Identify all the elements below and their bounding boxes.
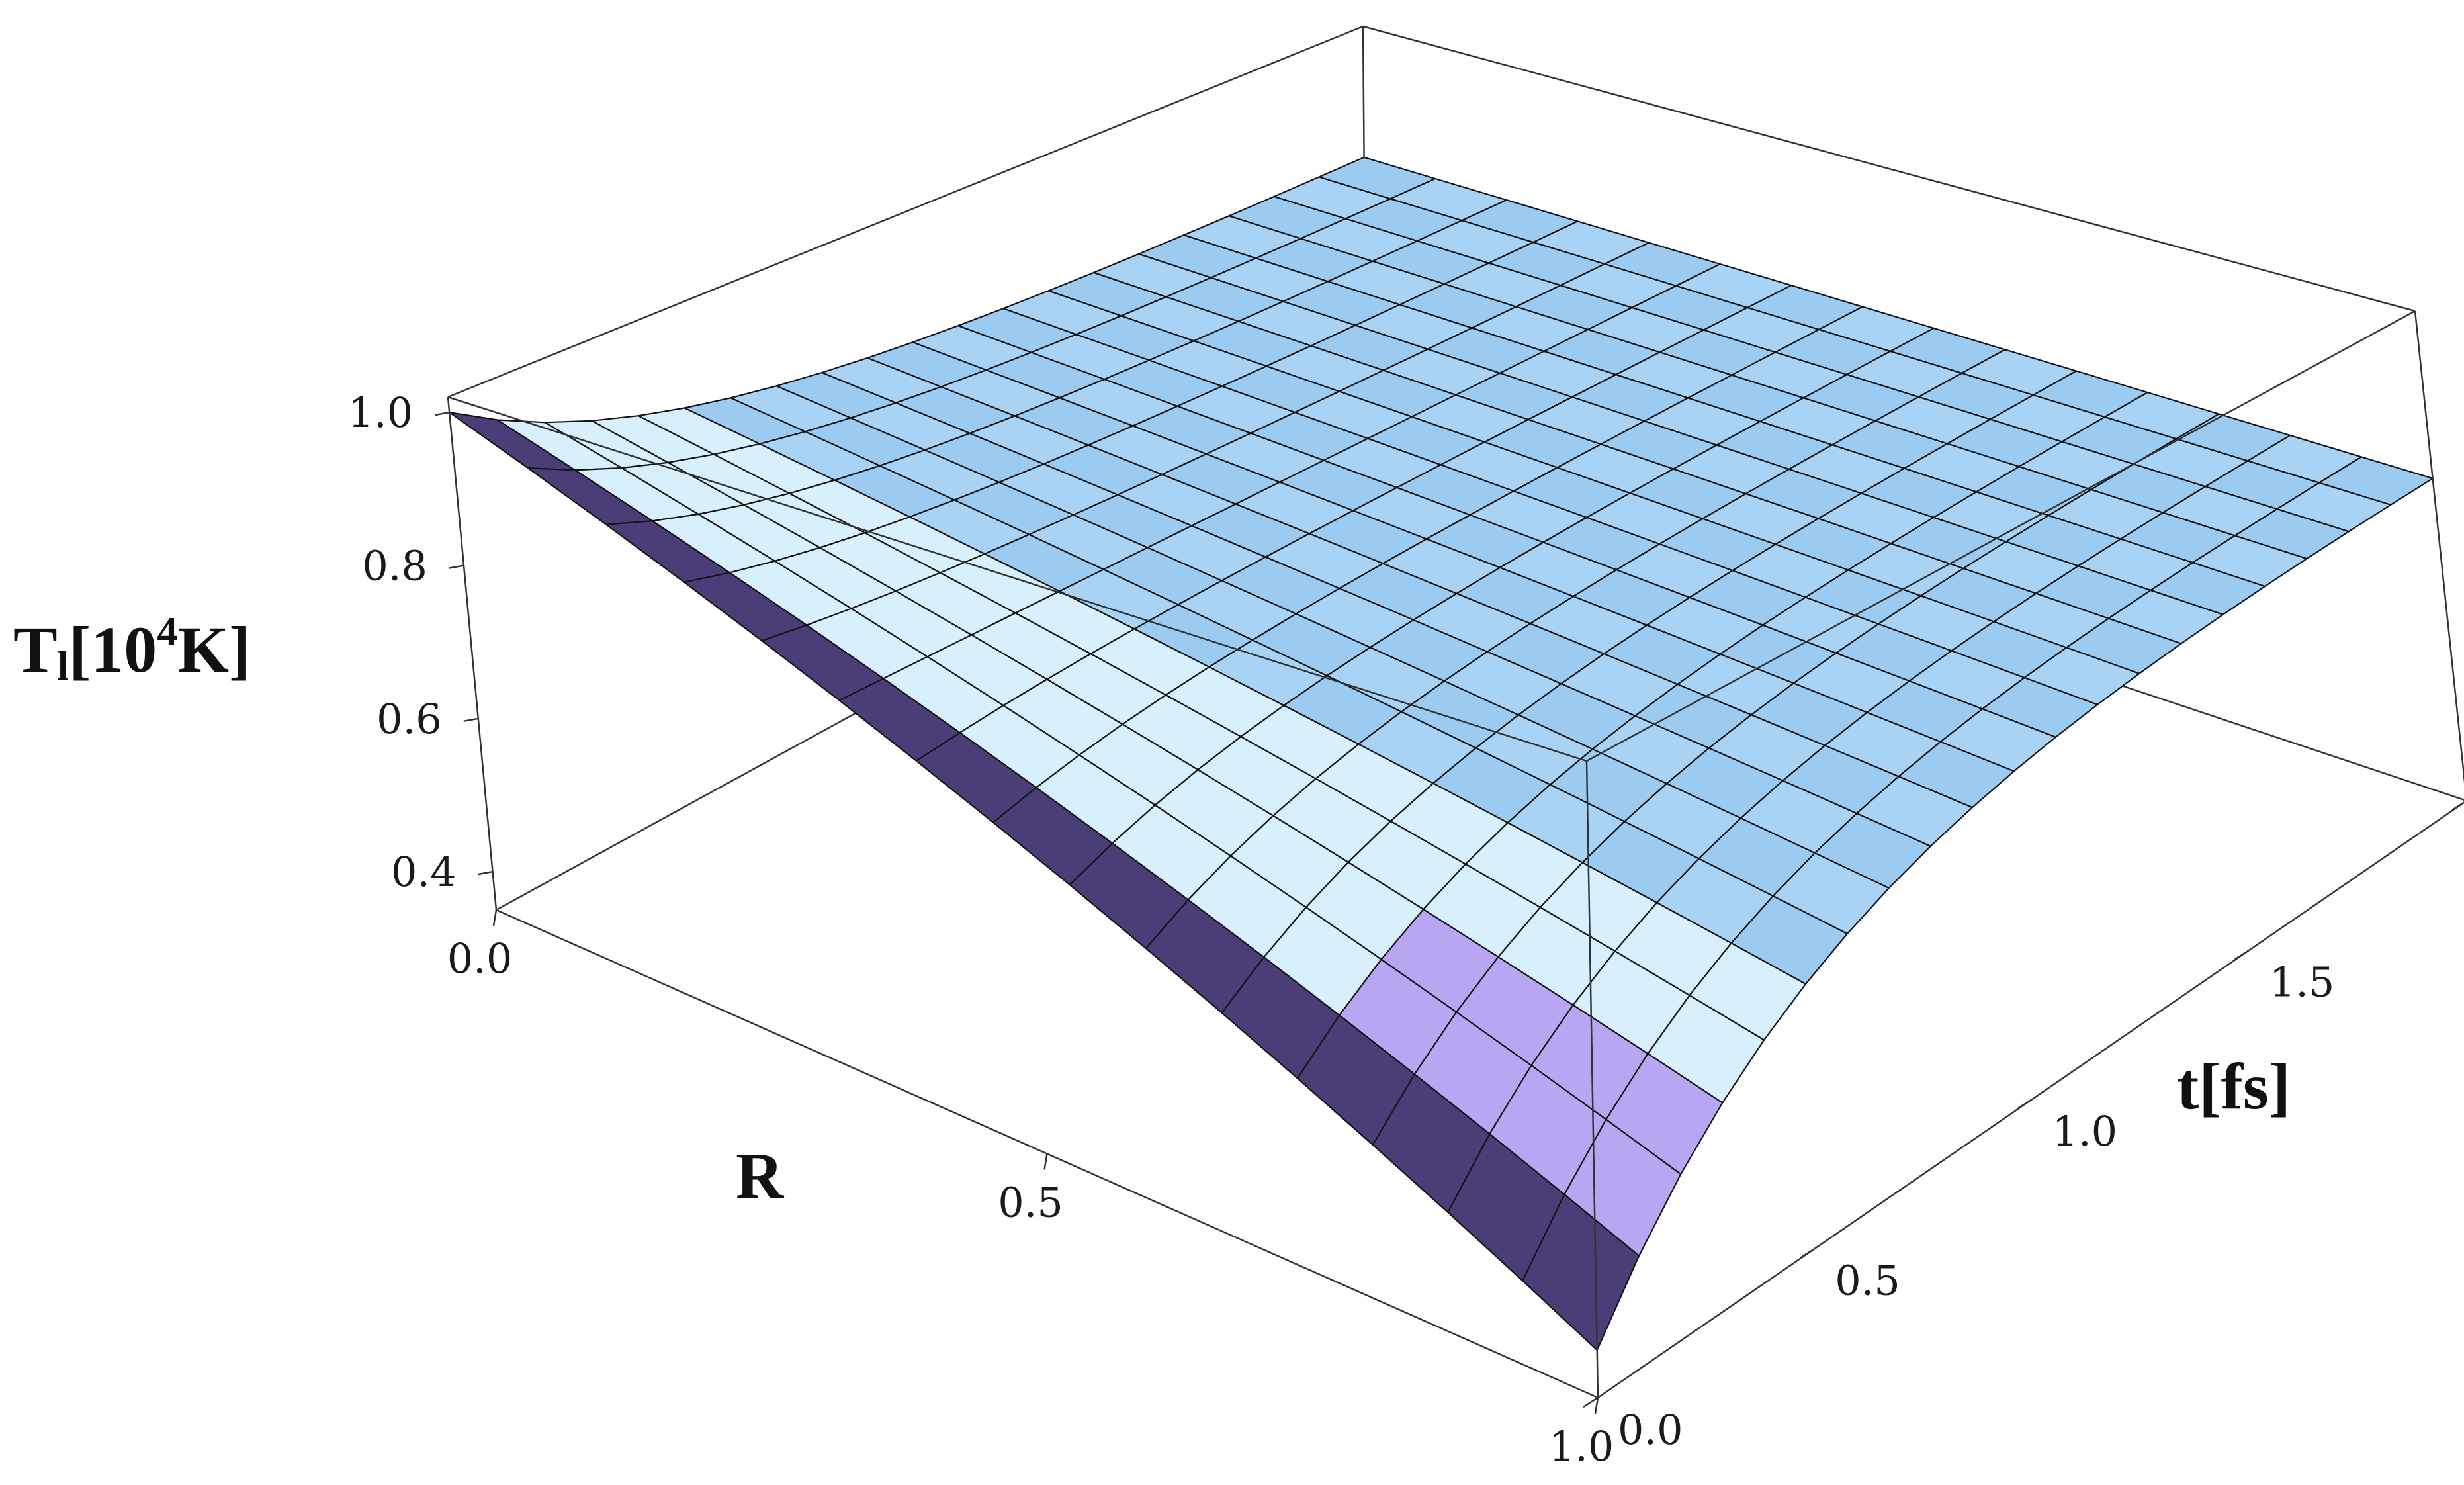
- t-tick-label: 1.5: [2269, 958, 2335, 1007]
- t-tick-mark: [2234, 949, 2250, 960]
- t-tick-label: 1.0: [2052, 1107, 2118, 1155]
- r-tick-mark: [1594, 1397, 1599, 1414]
- surface-cell: [1522, 1193, 1640, 1351]
- axis-ticks: 0.40.60.81.00.00.51.00.00.51.01.52.0: [348, 388, 2464, 1470]
- box-edge-back: [1362, 25, 2416, 312]
- box-edge-front: [447, 396, 1587, 762]
- z-tick-label: 0.4: [391, 848, 457, 896]
- t-tick-mark: [1800, 1247, 1816, 1259]
- r-tick-label: 0.5: [998, 1179, 1063, 1227]
- x-axis-title: R: [736, 1139, 785, 1212]
- box-edge-front: [1585, 760, 1599, 1398]
- bounding-box-front-edges: [447, 310, 2464, 1399]
- r-tick-mark: [1043, 1153, 1048, 1170]
- z-tick-label: 0.8: [362, 541, 427, 590]
- z-tick-mark: [463, 717, 478, 723]
- box-edge-front: [1586, 310, 2416, 762]
- z-tick-mark: [478, 870, 493, 876]
- y-axis-title: t[fs]: [2177, 1050, 2291, 1123]
- r-tick-label: 1.0: [1549, 1422, 1614, 1470]
- z-axis-title: Tl[104K]: [13, 609, 251, 689]
- r-tick-mark: [492, 909, 498, 926]
- t-tick-mark: [1583, 1396, 1599, 1408]
- z-tick-mark: [434, 411, 450, 416]
- box-edge-back: [447, 25, 1364, 398]
- r-tick-label: 0.0: [447, 934, 513, 983]
- box-edge-front: [2414, 310, 2464, 784]
- surface-mesh: [449, 156, 2434, 1351]
- z-tick-label: 1.0: [348, 388, 414, 437]
- t-tick-label: 0.0: [1618, 1406, 1683, 1454]
- z-tick-label: 0.6: [376, 695, 442, 743]
- t-tick-mark: [2017, 1098, 2033, 1110]
- t-tick-label: 0.5: [1835, 1257, 1900, 1305]
- t-tick-mark: [2451, 801, 2464, 811]
- z-tick-mark: [449, 564, 464, 569]
- box-edge-front: [447, 396, 498, 911]
